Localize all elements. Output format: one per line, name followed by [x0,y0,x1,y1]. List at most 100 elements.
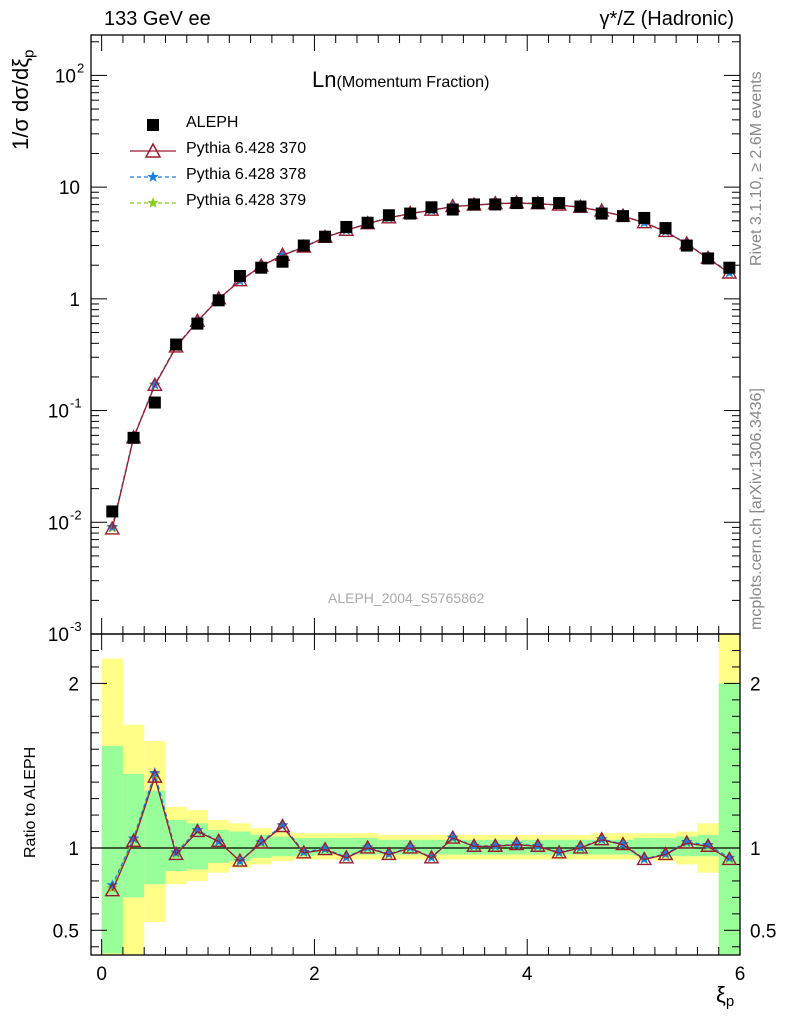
ratio-point-star [574,841,587,853]
ratio-point-triangle [125,832,142,848]
legend-label: ALEPH [186,114,239,131]
data-point-square [319,230,332,243]
ratio-point-star [276,819,289,830]
xtick-label: 0 [96,964,107,985]
ratio-point-triangle [146,768,163,783]
ratio-point-star [191,824,204,835]
ytick-label-upper: 10 [55,66,76,87]
lower-frame-rect [90,633,741,956]
ratio-panel-series [104,767,738,897]
data-point-square [233,270,246,283]
ratio-point-triangle [253,834,270,849]
data-point-square [170,338,183,351]
ratio-uncertainty-bands [101,634,740,955]
lower-panel-frame [90,633,741,956]
ytick-label-exponent: 2 [77,60,84,75]
point-star [149,378,161,390]
ratio-point-triangle [274,818,291,833]
data-point-square [340,220,353,233]
ratio-point-star [489,839,501,851]
ytick-label-ratio: 0.5 [53,921,79,942]
ratio-point-star [447,831,459,843]
ratio-point-star [361,841,374,853]
ratio-point-star [340,851,353,862]
ytick-label-exponent: -2 [70,507,82,522]
data-point-square [468,198,481,211]
data-point-square [425,201,438,214]
series-line-3 [111,202,730,529]
ratio-point-star [681,836,693,847]
header-left: 133 GeV ee [104,8,211,30]
ratio-point-star [638,852,650,864]
data-point-square [680,239,693,252]
ratio-point-triangle [444,829,461,844]
ytick-label-upper: 10 [48,513,69,534]
ratio-band-inner [676,836,698,857]
ratio-point-triangle [636,851,653,866]
point-star [276,249,289,260]
ytick-label-ratio-right: 0.5 [750,921,776,942]
ratio-point-star [510,838,523,850]
ratio-point-triangle [530,837,546,852]
data-point-square [361,216,374,229]
ratio-point-star [596,833,608,845]
data-point-square [255,261,268,274]
ratio-point-triangle [678,834,695,849]
ratio-point-star [127,832,140,844]
ytick-label-upper: 10 [48,625,69,646]
ratio-point-triangle [104,882,121,897]
ratio-point-triangle [381,846,397,861]
data-point-square [382,209,395,222]
ratio-point-triangle [168,846,184,861]
rivet-version-label: Rivet 3.1.10, ≥ 2.6M events [748,71,765,266]
legend-marker-star-blue [130,171,176,182]
upper-panel-series [104,194,738,535]
data-point-square [127,431,140,444]
ratio-point-triangle [210,832,227,848]
xtick-label: 4 [522,964,533,985]
ratio-ylabel: Ratio to ALEPH [22,746,39,858]
ratio-point-triangle [359,839,376,854]
analysis-id: ALEPH_2004_S5765862 [328,590,485,606]
data-point-square [276,255,289,268]
data-point-square [616,210,629,223]
legend-item-aleph: ALEPH [128,113,388,137]
legend-marker-square [147,119,159,131]
ytick-label-exponent: -3 [70,619,82,634]
ratio-band-inner [144,790,166,885]
ratio-point-triangle [551,844,567,859]
data-point-square [659,222,672,235]
ratio-point-star [553,846,565,858]
data-point-square [297,239,310,252]
data-point-square [531,197,544,210]
legend-label: Pythia 6.428 370 [186,140,307,157]
ratio-point-star [659,847,672,859]
data-point-square [212,294,225,307]
ratio-point-triangle [402,839,419,854]
data-point-square [638,211,651,224]
point-triangle [146,376,163,391]
ratio-band-inner [335,838,357,855]
ratio-point-star [404,841,416,853]
ratio-point-star [298,845,310,857]
xtick-label: 2 [309,964,320,985]
legend-item-pythia-370: Pythia 6.428 370 [128,139,388,163]
ratio-point-star [617,838,629,849]
ytick-label-exponent: -1 [70,396,82,411]
data-point-square [574,200,587,213]
ratio-band-inner [505,839,528,855]
ratio-point-triangle [189,823,206,838]
legend-marker-triangle [130,142,176,158]
data-point-square [446,203,459,216]
ytick-label-upper: 10 [59,178,80,199]
data-point-square [553,197,566,210]
data-point-square [148,396,161,409]
legend-label: Pythia 6.428 379 [186,192,307,209]
ratio-point-triangle [466,837,482,852]
ratio-point-star [149,767,161,778]
ratio-point-triangle [721,851,738,866]
series-line-1 [111,202,730,530]
data-point-square [595,207,608,220]
